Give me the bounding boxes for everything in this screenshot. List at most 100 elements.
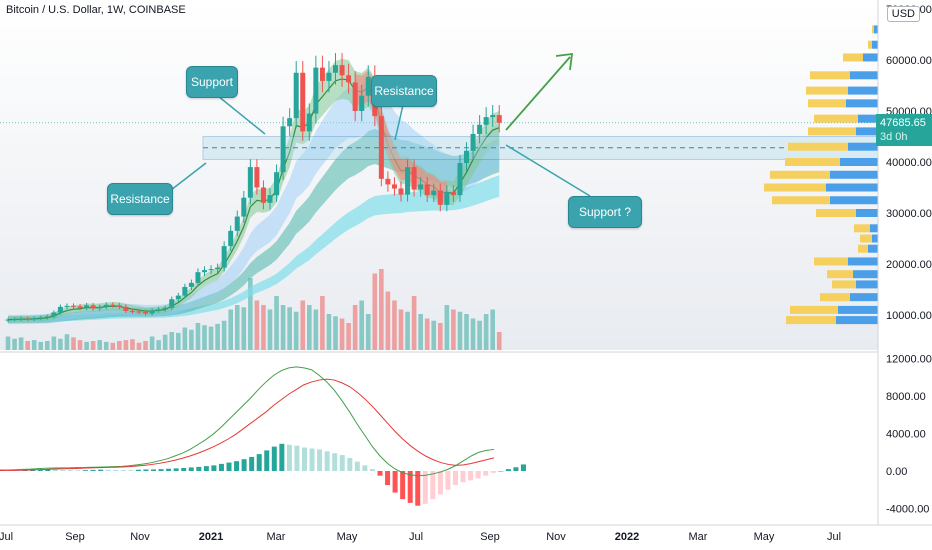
candle-body <box>116 305 122 307</box>
last-price-tag: 47685.65 3d 0h <box>876 114 932 146</box>
volume-bar <box>483 314 489 350</box>
candle-body <box>71 305 76 307</box>
volume-bar <box>97 340 102 350</box>
candle-body <box>31 318 37 320</box>
candle-body <box>5 319 11 321</box>
macd-histogram-bar <box>377 471 383 476</box>
macd-histogram-bar <box>181 468 187 471</box>
volume-bar <box>464 314 469 350</box>
time-tick-label: May <box>754 531 775 543</box>
volume-profile-row-blue <box>848 86 878 95</box>
time-tick-label: Jul <box>827 531 841 543</box>
macd-histogram-bar <box>151 469 156 471</box>
volume-bar <box>208 326 214 350</box>
macd-histogram-bar <box>498 471 504 472</box>
candle-body <box>326 72 332 81</box>
volume-bar <box>241 307 247 350</box>
volume-bar <box>365 314 371 350</box>
volume-profile-row-yellow <box>814 257 848 266</box>
candle-body <box>202 270 207 273</box>
macd-histogram-bar <box>135 469 141 471</box>
candle-body <box>477 124 483 134</box>
volume-profile-row-yellow <box>827 270 853 279</box>
volume-bar <box>320 296 325 350</box>
macd-histogram-bar <box>60 469 66 471</box>
candle-body <box>51 312 57 317</box>
candle-body <box>143 311 149 314</box>
time-tick-label: May <box>337 531 358 543</box>
macd-histogram-bar <box>105 469 111 471</box>
candle-body <box>103 304 109 307</box>
volume-bar <box>392 300 397 350</box>
volume-profile-row-yellow <box>843 53 863 62</box>
last-price: 47685.65 <box>880 117 926 129</box>
volume-bar <box>293 311 299 350</box>
volume-profile-row-blue <box>853 270 878 279</box>
volume-bar <box>149 336 155 350</box>
time-tick-label: Jul <box>0 531 13 543</box>
volume-profile-row-blue <box>830 170 878 179</box>
volume-bar <box>12 338 17 350</box>
macd-histogram-bar <box>332 453 338 471</box>
support-pointer <box>217 95 266 135</box>
candle-body <box>228 230 234 247</box>
candle-body <box>188 282 194 287</box>
volume-bar <box>228 309 233 350</box>
candle-body <box>464 150 469 164</box>
macd-histogram-bar <box>241 459 247 471</box>
volume-bar <box>136 342 142 350</box>
volume-bar <box>313 309 319 350</box>
volume-bar <box>110 342 116 350</box>
macd-histogram-bar <box>45 469 51 471</box>
projection-arrow-head <box>555 52 574 71</box>
volume-bar <box>45 341 50 350</box>
currency-button[interactable]: USD <box>886 6 920 22</box>
candle-body <box>378 116 384 179</box>
macd-histogram-bar <box>354 461 360 471</box>
candle-body <box>405 167 411 195</box>
volume-bar <box>176 332 181 350</box>
volume-bar <box>300 300 306 350</box>
volume-bar <box>372 273 378 350</box>
macd-histogram-bar <box>445 471 451 490</box>
volume-bar <box>398 309 404 350</box>
macd-histogram-bar <box>173 468 179 471</box>
macd-histogram-bar <box>218 463 224 471</box>
candle-body <box>38 317 44 319</box>
candle-body <box>293 72 299 119</box>
candle-body <box>175 295 181 300</box>
volume-bar <box>418 314 423 350</box>
candle-body <box>123 306 129 311</box>
volume-profile-row-blue <box>840 158 878 166</box>
volume-bar <box>77 340 83 350</box>
candle-body <box>169 299 175 308</box>
macd-histogram-bar <box>286 444 292 471</box>
price-tick-label: 20000.00 <box>886 259 932 271</box>
volume-bar <box>189 329 194 350</box>
volume-bar <box>71 337 76 350</box>
volume-profile-row-blue <box>846 99 878 108</box>
candle-body <box>44 316 50 318</box>
volume-bar <box>31 340 37 350</box>
callout-support: Support <box>186 66 238 98</box>
volume-bar <box>385 291 391 350</box>
macd-histogram-bar <box>83 470 89 471</box>
volume-bar <box>307 305 312 350</box>
volume-bar <box>162 334 168 350</box>
macd-histogram-bar <box>317 449 323 471</box>
candle-body <box>457 163 463 196</box>
macd-histogram-bar <box>415 471 421 506</box>
time-tick-label: 2022 <box>615 531 639 543</box>
volume-bar <box>202 325 207 350</box>
volume-bar <box>5 336 11 350</box>
volume-profile-row-blue <box>868 244 878 253</box>
time-tick-label: Mar <box>689 531 708 543</box>
volume-bars <box>5 269 502 350</box>
macd-histogram-bar <box>271 446 277 471</box>
candle-body <box>260 187 266 203</box>
candle-body <box>319 67 325 81</box>
volume-bar <box>221 320 227 350</box>
volume-profile-row-yellow <box>772 196 830 205</box>
volume-bar <box>333 316 338 350</box>
